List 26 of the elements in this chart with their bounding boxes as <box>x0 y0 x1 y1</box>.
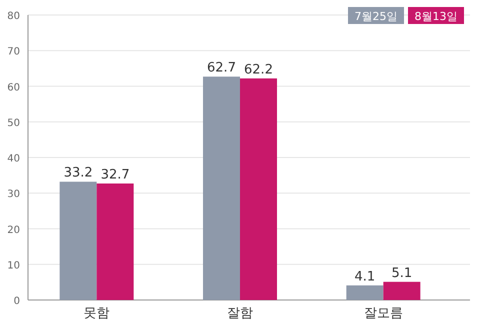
y-tick-label: 50 <box>7 118 20 129</box>
bar <box>203 76 240 300</box>
y-tick-label: 80 <box>7 11 20 22</box>
data-label: 62.2 <box>244 62 273 78</box>
y-tick-label: 10 <box>7 260 20 272</box>
y-tick-label: 60 <box>7 82 20 94</box>
data-label: 33.2 <box>64 166 93 181</box>
data-label: 4.1 <box>354 269 376 284</box>
text: 8월13일 <box>414 10 458 23</box>
x-tick-label: 잘함 <box>227 306 253 321</box>
data-label: 5.1 <box>391 266 412 281</box>
y-tick-label: 0 <box>14 296 20 307</box>
bar <box>346 285 384 300</box>
text: 7월25일 <box>354 10 398 23</box>
bar <box>383 282 420 300</box>
y-tick-label: 40 <box>7 154 20 164</box>
bar <box>96 184 134 300</box>
data-label: 62.7 <box>207 60 236 76</box>
x-tick-label: 잘모름 <box>364 306 403 321</box>
x-tick-label: 못함 <box>84 306 110 321</box>
y-tick-label: 30 <box>7 189 20 200</box>
bar <box>60 182 97 300</box>
bar <box>240 78 277 300</box>
y-tick-label: 20 <box>7 224 20 236</box>
y-tick-label: 70 <box>7 46 20 58</box>
data-label: 32.7 <box>100 168 130 183</box>
